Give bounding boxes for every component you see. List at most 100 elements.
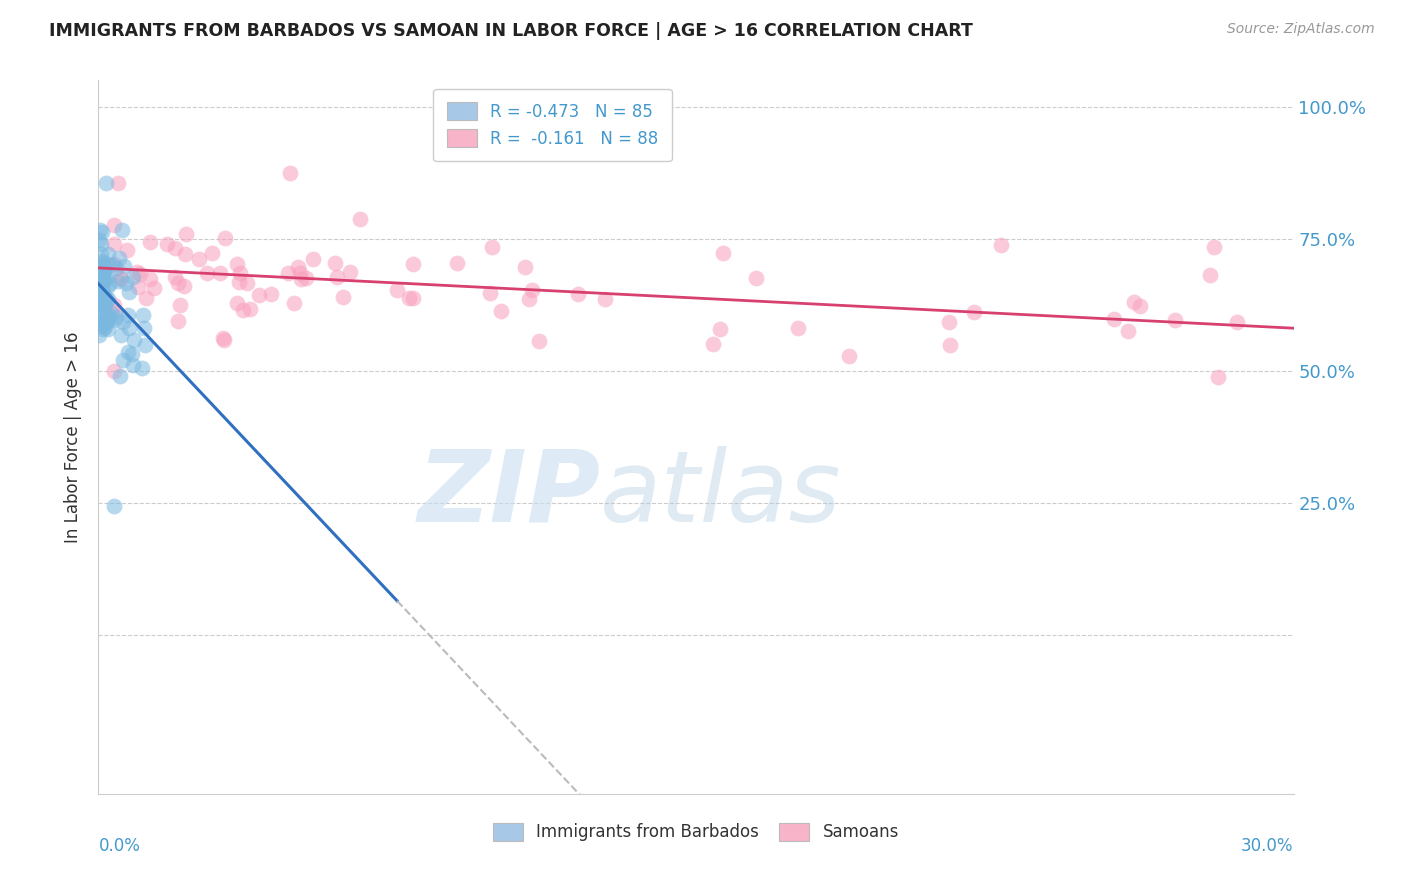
Point: [97, 293, 120, 307]
Point: [103, 257, 125, 271]
Point: [212, 333, 235, 347]
Point: [90, 237, 112, 252]
Point: [97, 310, 120, 325]
Point: [593, 292, 616, 306]
Point: [938, 315, 960, 329]
Point: [239, 302, 262, 317]
Y-axis label: In Labor Force | Age > 16: In Labor Force | Age > 16: [65, 331, 83, 543]
Point: [117, 308, 139, 322]
Point: [96, 295, 118, 310]
Text: 0.0%: 0.0%: [98, 837, 141, 855]
Point: [122, 333, 145, 347]
Point: [288, 266, 311, 280]
Point: [89, 233, 111, 247]
Point: [132, 321, 155, 335]
Point: [112, 259, 135, 273]
Point: [131, 360, 153, 375]
Point: [163, 270, 186, 285]
Point: [91, 322, 114, 336]
Point: [121, 347, 143, 361]
Point: [104, 261, 127, 276]
Point: [110, 327, 132, 342]
Point: [132, 308, 155, 322]
Point: [228, 275, 250, 289]
Point: [129, 267, 152, 281]
Point: [111, 352, 134, 367]
Text: Source: ZipAtlas.com: Source: ZipAtlas.com: [1227, 22, 1375, 37]
Point: [89, 314, 111, 328]
Point: [990, 238, 1012, 252]
Point: [89, 272, 111, 286]
Text: IMMIGRANTS FROM BARBADOS VS SAMOAN IN LABOR FORCE | AGE > 16 CORRELATION CHART: IMMIGRANTS FROM BARBADOS VS SAMOAN IN LA…: [49, 22, 973, 40]
Point: [139, 235, 162, 249]
Point: [1122, 295, 1144, 310]
Point: [398, 291, 420, 305]
Point: [96, 257, 118, 271]
Point: [101, 258, 124, 272]
Point: [111, 223, 134, 237]
Point: [96, 247, 118, 261]
Point: [278, 166, 301, 180]
Point: [214, 230, 236, 244]
Point: [325, 270, 347, 285]
Point: [517, 292, 540, 306]
Point: [121, 270, 143, 285]
Point: [110, 272, 132, 286]
Point: [111, 315, 134, 329]
Point: [89, 261, 111, 276]
Point: [1116, 324, 1139, 338]
Point: [91, 307, 114, 321]
Point: [91, 226, 114, 240]
Point: [90, 295, 112, 310]
Point: [173, 279, 195, 293]
Point: [260, 286, 283, 301]
Point: [277, 266, 299, 280]
Point: [91, 295, 114, 310]
Point: [89, 277, 111, 291]
Point: [103, 499, 125, 513]
Point: [1202, 240, 1225, 254]
Point: [349, 211, 371, 226]
Point: [122, 358, 145, 372]
Point: [1164, 313, 1187, 327]
Point: [94, 320, 117, 334]
Point: [107, 177, 129, 191]
Point: [481, 240, 503, 254]
Point: [89, 288, 111, 302]
Point: [117, 243, 139, 257]
Point: [96, 313, 118, 327]
Point: [97, 279, 120, 293]
Point: [402, 257, 425, 271]
Point: [91, 274, 114, 288]
Point: [103, 305, 125, 319]
Point: [228, 266, 250, 280]
Point: [91, 270, 114, 285]
Point: [118, 320, 141, 334]
Point: [520, 283, 543, 297]
Point: [89, 294, 111, 309]
Point: [100, 306, 122, 320]
Text: atlas: atlas: [600, 446, 842, 542]
Point: [225, 295, 247, 310]
Point: [167, 277, 190, 291]
Point: [212, 331, 235, 345]
Point: [89, 284, 111, 298]
Point: [489, 304, 512, 318]
Point: [91, 271, 114, 285]
Point: [93, 291, 115, 305]
Point: [745, 270, 768, 285]
Point: [96, 177, 118, 191]
Point: [90, 266, 112, 280]
Point: [786, 320, 808, 334]
Point: [201, 246, 224, 260]
Point: [332, 290, 354, 304]
Point: [91, 274, 114, 288]
Point: [287, 260, 309, 274]
Point: [103, 298, 125, 312]
Point: [283, 296, 305, 310]
Point: [939, 338, 962, 352]
Point: [294, 270, 316, 285]
Point: [127, 280, 149, 294]
Point: [89, 223, 111, 237]
Point: [249, 288, 271, 302]
